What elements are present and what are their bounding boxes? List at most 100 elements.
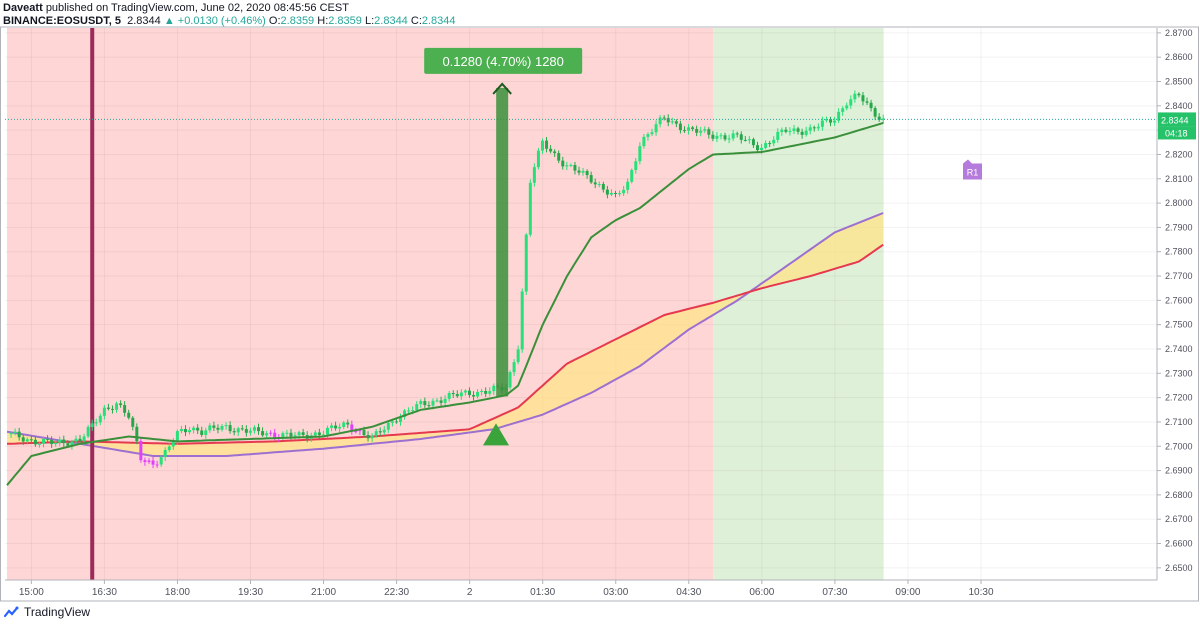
candle-body[interactable] [792,128,796,132]
candle-body[interactable] [159,457,163,465]
candle-body[interactable] [853,93,857,100]
candle-body[interactable] [265,433,269,436]
candle-body[interactable] [70,441,74,446]
candle-body[interactable] [772,139,776,144]
candle-body[interactable] [321,434,325,436]
candle-body[interactable] [837,111,841,121]
candle-body[interactable] [42,438,46,444]
candle-body[interactable] [857,93,861,96]
pivot-tag[interactable] [963,159,982,180]
candle-body[interactable] [755,145,759,151]
candle-body[interactable] [865,101,869,103]
candle-body[interactable] [622,189,626,194]
candle-body[interactable] [784,129,788,132]
candle-body[interactable] [540,140,544,151]
candle-body[interactable] [390,421,394,423]
candle-body[interactable] [25,439,29,442]
candle-body[interactable] [123,405,127,413]
candle-body[interactable] [301,432,305,436]
candle-body[interactable] [703,129,707,131]
candle-body[interactable] [719,135,723,137]
candle-body[interactable] [634,161,638,170]
candle-body[interactable] [399,416,403,422]
candle-body[interactable] [585,170,589,176]
candle-body[interactable] [565,165,569,167]
candle-body[interactable] [581,170,585,173]
candle-body[interactable] [90,423,94,428]
footer-brand[interactable]: TradingView [24,605,91,619]
candle-body[interactable] [358,430,362,432]
candle-body[interactable] [877,116,881,120]
candle-body[interactable] [82,436,86,442]
candle-body[interactable] [654,124,658,133]
candle-body[interactable] [820,120,824,127]
candle-body[interactable] [115,403,119,410]
candle-body[interactable] [597,184,601,186]
candle-body[interactable] [764,143,768,148]
candle-body[interactable] [845,105,849,109]
buy-signal-triangle-icon[interactable] [483,423,509,446]
candle-body[interactable] [695,128,699,133]
candle-body[interactable] [386,422,390,430]
candle-body[interactable] [192,427,196,431]
candle-body[interactable] [13,431,17,434]
candle-body[interactable] [739,134,743,140]
candle-body[interactable] [33,439,37,445]
candle-body[interactable] [780,129,784,132]
candle-body[interactable] [419,401,423,405]
candle-body[interactable] [240,428,244,430]
candle-body[interactable] [451,393,455,395]
candle-body[interactable] [804,130,808,135]
candle-body[interactable] [74,438,78,442]
candle-body[interactable] [183,429,187,433]
candle-body[interactable] [29,439,33,441]
candle-body[interactable] [188,430,192,433]
candle-body[interactable] [800,131,804,135]
candle-body[interactable] [261,431,265,436]
candle-body[interactable] [171,441,175,447]
candle-body[interactable] [54,442,58,445]
candle-body[interactable] [829,119,833,123]
candle-body[interactable] [382,429,386,433]
candle-body[interactable] [9,433,13,435]
candle-body[interactable] [334,425,338,429]
candle-body[interactable] [338,426,342,429]
candle-body[interactable] [630,169,634,182]
candle-body[interactable] [273,432,277,438]
candle-body[interactable] [549,148,553,152]
candle-body[interactable] [467,390,471,396]
candle-body[interactable] [666,118,670,123]
candle-body[interactable] [484,390,488,394]
candle-body[interactable] [476,391,480,397]
candle-body[interactable] [658,117,662,125]
candle-body[interactable] [569,165,573,167]
candle-body[interactable] [861,95,865,102]
candle-body[interactable] [557,153,561,161]
candle-body[interactable] [593,182,597,185]
candle-body[interactable] [443,398,447,403]
candle-body[interactable] [431,400,435,406]
publisher-name[interactable]: Daveatt [3,2,43,14]
candle-body[interactable] [17,431,21,438]
candle-body[interactable] [492,385,496,392]
candle-body[interactable] [472,395,476,397]
candle-body[interactable] [841,108,845,112]
candle-body[interactable] [626,181,630,190]
candle-body[interactable] [609,192,613,195]
candle-body[interactable] [232,431,236,433]
candle-body[interactable] [415,404,419,411]
candle-body[interactable] [601,184,605,190]
candle-body[interactable] [447,393,451,399]
candle-body[interactable] [346,422,350,425]
candle-body[interactable] [135,426,139,442]
candle-body[interactable] [435,400,439,402]
candle-body[interactable] [269,432,273,434]
candle-body[interactable] [768,143,772,145]
candle-body[interactable] [330,425,334,428]
candle-body[interactable] [480,390,484,392]
candle-body[interactable] [163,450,167,458]
candle-body[interactable] [788,131,792,133]
candle-body[interactable] [516,349,520,363]
candle-body[interactable] [285,432,289,434]
